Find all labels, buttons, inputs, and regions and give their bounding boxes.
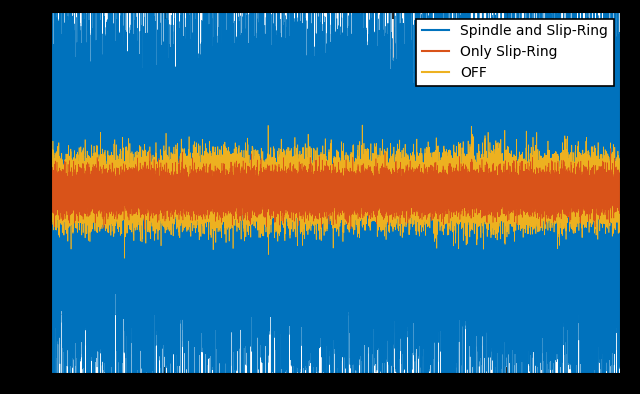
OFF <box>617 197 625 202</box>
OFF <box>86 181 94 186</box>
Only Slip-Ring <box>141 227 148 232</box>
Spindle and Slip-Ring <box>266 120 273 125</box>
OFF <box>356 180 364 184</box>
OFF <box>120 256 128 260</box>
Spindle and Slip-Ring <box>184 74 192 78</box>
Line: Only Slip-Ring: Only Slip-Ring <box>51 149 621 229</box>
OFF <box>184 188 192 193</box>
OFF <box>47 216 55 220</box>
Only Slip-Ring <box>617 187 625 192</box>
Spindle and Slip-Ring <box>86 134 94 139</box>
Spindle and Slip-Ring <box>470 126 478 130</box>
Only Slip-Ring <box>266 197 273 202</box>
Only Slip-Ring <box>184 186 192 191</box>
OFF <box>470 199 478 204</box>
Line: Spindle and Slip-Ring: Spindle and Slip-Ring <box>51 0 621 394</box>
OFF <box>358 123 366 127</box>
Spindle and Slip-Ring <box>617 219 625 224</box>
Only Slip-Ring <box>86 195 94 199</box>
Spindle and Slip-Ring <box>390 206 398 210</box>
Line: OFF: OFF <box>51 125 621 258</box>
Only Slip-Ring <box>607 146 614 151</box>
OFF <box>266 184 273 188</box>
Only Slip-Ring <box>47 197 55 202</box>
Legend: Spindle and Slip-Ring, Only Slip-Ring, OFF: Spindle and Slip-Ring, Only Slip-Ring, O… <box>416 19 614 86</box>
Only Slip-Ring <box>390 195 398 199</box>
OFF <box>390 196 398 201</box>
Only Slip-Ring <box>356 192 364 197</box>
Spindle and Slip-Ring <box>47 208 55 213</box>
Only Slip-Ring <box>470 195 478 200</box>
Spindle and Slip-Ring <box>356 179 364 184</box>
